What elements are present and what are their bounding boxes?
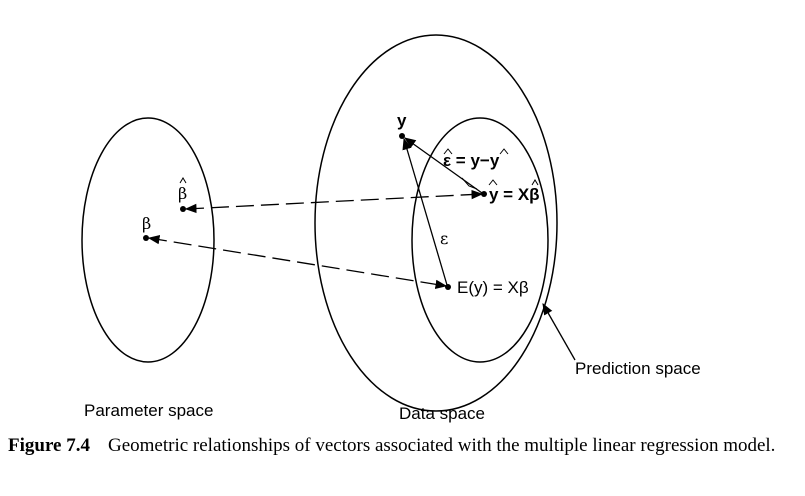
beta-hat-caret xyxy=(179,177,187,184)
epsilon-hat-equation: ε = y−y xyxy=(443,151,500,170)
beta-hat-label: β xyxy=(178,184,187,203)
y-hat-caret xyxy=(488,179,498,186)
expected-y-point xyxy=(445,284,451,290)
parameter-space-label: Parameter space xyxy=(84,401,213,420)
y-point xyxy=(399,133,405,139)
xbeta-hat-caret xyxy=(531,179,539,186)
data-space-ellipse xyxy=(314,34,558,412)
regression-geometry-diagram: β β y ε ε = y−y y = Xβ E(y) = Xβ Predict… xyxy=(81,34,701,423)
figure-label: Figure 7.4 xyxy=(8,435,90,456)
epsilon-hat-arrow xyxy=(404,137,483,194)
beta-hat-y-hat-arrow xyxy=(184,189,484,214)
figure-caption: Figure 7.4 Geometric relationships of vec… xyxy=(8,433,798,459)
prediction-space-label: Prediction space xyxy=(575,359,701,378)
epsilon-hat-y-caret xyxy=(499,148,509,155)
epsilon-hat-caret xyxy=(443,148,453,155)
beta-label: β xyxy=(142,214,151,233)
right-angle-marker xyxy=(461,177,478,190)
y-hat-equation: y = Xβ xyxy=(489,185,540,204)
beta-point xyxy=(143,235,149,241)
beta-expected-y-arrow xyxy=(147,235,448,289)
beta-hat-point xyxy=(180,206,186,212)
expected-y-equation: E(y) = Xβ xyxy=(457,278,529,297)
y-label: y xyxy=(397,111,407,130)
y-hat-point xyxy=(481,191,487,197)
epsilon-arrow xyxy=(402,137,448,286)
caption-text: Geometric relationships of vectors assoc… xyxy=(107,435,776,456)
epsilon-label: ε xyxy=(440,229,448,248)
prediction-space-pointer xyxy=(542,302,576,361)
data-space-label: Data space xyxy=(399,404,485,423)
